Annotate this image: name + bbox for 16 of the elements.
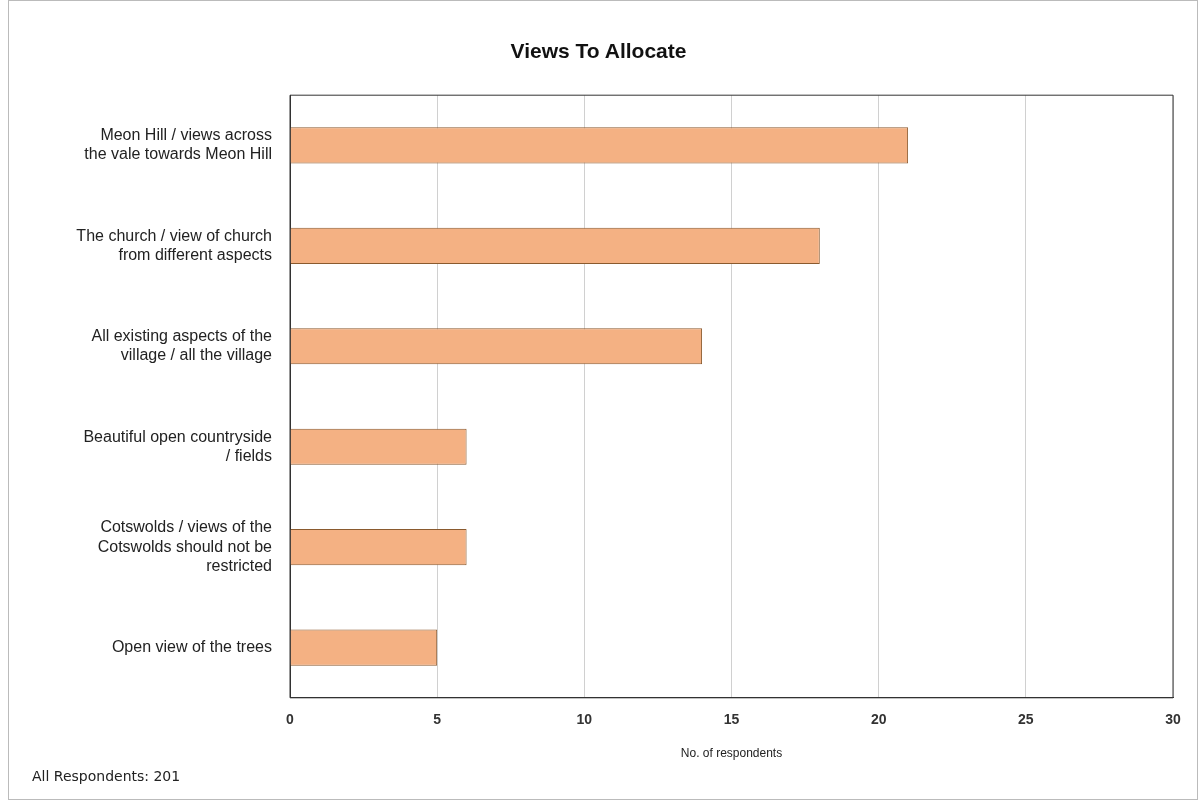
x-tick-label: 10 [576, 711, 593, 728]
y-tick-label: Meon Hill / views across the vale towards Meon Hill [84, 126, 272, 163]
y-tick-label: Beautiful open countryside / fields [83, 427, 273, 464]
x-axis-title: No. of respondents [680, 746, 783, 761]
y-tick-label: The church / view of church from different aspects [76, 226, 272, 263]
y-tick-label: Open view of the trees [111, 637, 272, 655]
x-tick-label: 25 [1018, 711, 1034, 728]
x-tick-label: 15 [723, 711, 740, 728]
x-tick-label: 5 [433, 711, 442, 728]
text: All Respondents: 201 [32, 768, 181, 784]
y-tick-label: All existing aspects of the village / all the village [91, 327, 273, 364]
x-tick-label: 0 [286, 711, 295, 728]
x-tick-label: 20 [870, 711, 887, 728]
y-tick-label: Cotswolds / views of the Cotswolds should not be restricted [97, 518, 273, 574]
x-tick-label: 30 [1165, 711, 1181, 728]
chart-title: Views To Allocate [510, 39, 687, 63]
